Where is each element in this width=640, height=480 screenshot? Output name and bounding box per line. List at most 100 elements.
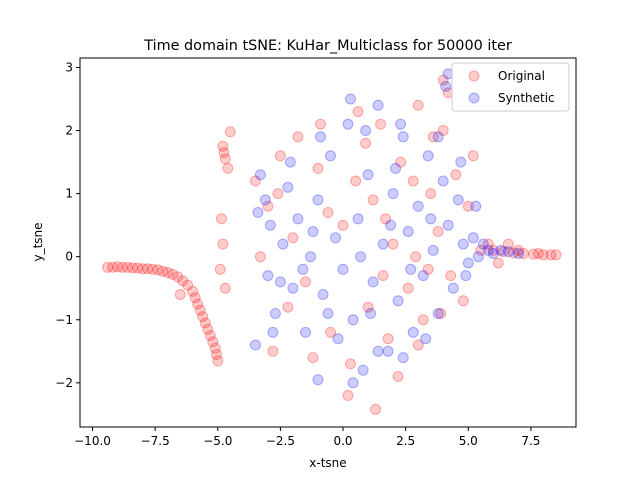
point-synthetic-19 <box>357 364 369 376</box>
point-synthetic-35 <box>437 175 449 187</box>
point-synthetic-60 <box>395 118 407 130</box>
point-original-12 <box>162 267 174 278</box>
point-original-5 <box>127 262 139 274</box>
point-synthetic-4 <box>269 308 281 319</box>
point-synthetic-55 <box>420 333 432 345</box>
point-synthetic-53 <box>372 345 384 357</box>
point-original-35 <box>214 263 226 275</box>
y-tick-label-4: 2 <box>65 124 73 138</box>
point-original-98 <box>512 244 524 256</box>
point-synthetic-14 <box>330 232 341 244</box>
point-original-17 <box>187 285 199 297</box>
y-tick-label-0: −2 <box>55 376 73 390</box>
point-synthetic-1 <box>259 194 271 206</box>
point-synthetic-47 <box>502 246 514 258</box>
point-synthetic-39 <box>457 238 469 250</box>
point-original-27 <box>211 349 222 360</box>
x-tick-label-0: −10.0 <box>74 434 111 448</box>
point-original-78 <box>254 251 266 263</box>
point-original-15 <box>177 275 189 287</box>
point-synthetic-59 <box>360 125 372 136</box>
point-synthetic-20 <box>362 169 374 181</box>
point-synthetic-58 <box>315 131 326 143</box>
point-original-59 <box>432 226 444 237</box>
point-synthetic-12 <box>317 289 329 300</box>
point-original-13 <box>167 268 179 280</box>
y-axis-label: y_tsne <box>31 222 45 261</box>
point-synthetic-41 <box>467 232 479 244</box>
point-synthetic-61 <box>432 131 444 143</box>
point-synthetic-72 <box>274 276 286 288</box>
point-original-72 <box>412 339 424 351</box>
point-synthetic-56 <box>252 207 264 218</box>
point-synthetic-76 <box>460 270 472 282</box>
point-original-89 <box>377 270 389 282</box>
point-original-23 <box>202 323 214 335</box>
point-original-97 <box>550 249 562 261</box>
point-original-85 <box>315 118 326 130</box>
y-tick-label-2: 0 <box>65 250 73 264</box>
point-original-47 <box>345 358 356 370</box>
point-original-34 <box>217 238 229 250</box>
point-original-21 <box>197 311 209 323</box>
point-original-9 <box>147 263 159 275</box>
point-original-101 <box>482 238 494 250</box>
point-original-8 <box>142 263 154 275</box>
point-synthetic-45 <box>487 248 499 259</box>
point-original-2 <box>112 261 124 273</box>
point-original-7 <box>137 263 149 275</box>
point-original-75 <box>437 74 449 86</box>
point-original-70 <box>370 403 382 415</box>
point-synthetic-18 <box>352 213 364 225</box>
point-original-50 <box>367 194 379 206</box>
point-synthetic-63 <box>440 80 452 92</box>
point-original-52 <box>382 333 394 345</box>
point-synthetic-77 <box>322 308 334 319</box>
x-tick-label-5: 2.5 <box>396 434 415 448</box>
point-original-37 <box>216 213 227 225</box>
point-synthetic-10 <box>305 251 316 263</box>
point-original-32 <box>219 153 231 165</box>
legend: Original Synthetic <box>451 62 570 112</box>
point-original-84 <box>422 263 434 275</box>
point-original-67 <box>267 345 279 357</box>
axes-frame <box>79 57 577 428</box>
point-original-40 <box>262 200 274 212</box>
point-original-96 <box>545 249 557 261</box>
point-original-0 <box>102 261 114 273</box>
point-original-43 <box>300 276 311 288</box>
point-synthetic-28 <box>402 226 414 237</box>
point-synthetic-44 <box>482 244 494 256</box>
point-original-73 <box>435 308 447 319</box>
point-synthetic-5 <box>277 238 289 250</box>
point-original-44 <box>312 162 324 174</box>
point-synthetic-54 <box>397 352 409 364</box>
legend-marker-original <box>468 70 480 82</box>
point-synthetic-71 <box>425 213 437 225</box>
point-original-14 <box>172 271 184 283</box>
point-original-58 <box>425 188 437 200</box>
point-original-10 <box>152 264 164 276</box>
point-synthetic-64 <box>345 93 356 105</box>
point-original-56 <box>412 99 424 111</box>
point-original-87 <box>272 188 284 200</box>
legend-marker-synthetic <box>468 92 480 104</box>
ticks-layer: −10.0 −7.5 −5.0 −2.5 0.0 2.5 5.0 7.5 −2 −1 0 1 2 3 <box>55 60 540 448</box>
point-synthetic-38 <box>452 194 464 206</box>
point-original-19 <box>192 298 204 310</box>
point-original-81 <box>360 137 372 149</box>
point-synthetic-2 <box>264 219 276 231</box>
point-original-76 <box>427 131 439 143</box>
y-tick-label-1: −1 <box>55 313 73 327</box>
legend-box <box>451 62 570 112</box>
x-tick-label-3: −2.5 <box>266 434 295 448</box>
point-original-91 <box>497 246 509 258</box>
point-synthetic-46 <box>495 244 507 256</box>
point-synthetic-68 <box>332 333 344 345</box>
point-original-66 <box>475 244 487 256</box>
point-original-48 <box>352 106 364 118</box>
point-original-45 <box>325 326 336 338</box>
point-original-68 <box>307 352 319 364</box>
